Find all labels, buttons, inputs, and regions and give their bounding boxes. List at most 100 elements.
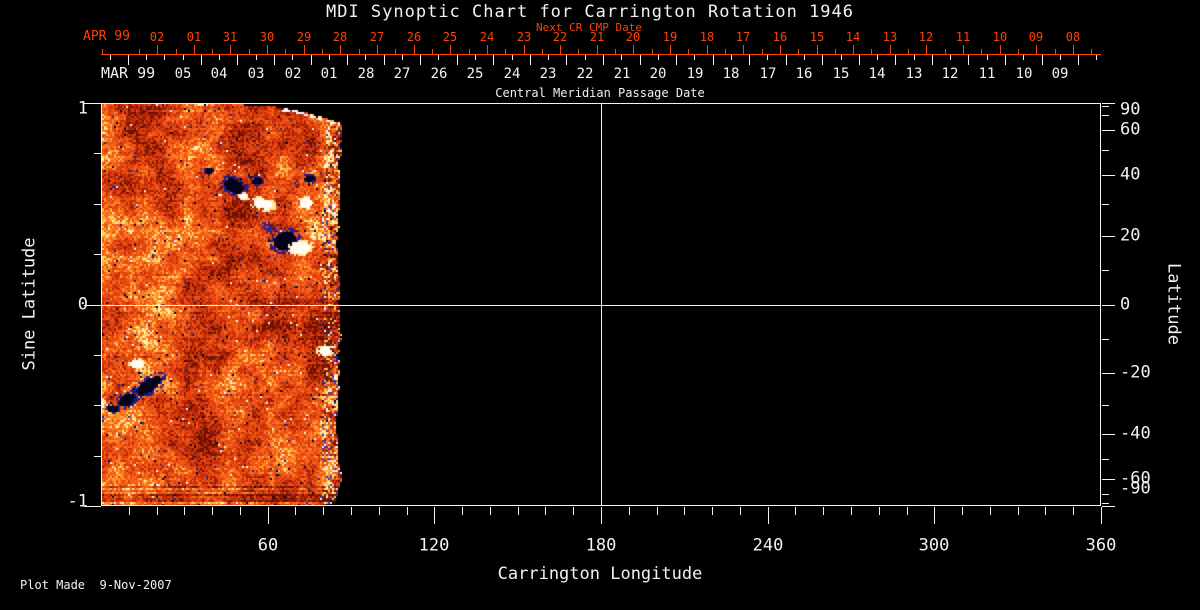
cmp-minor-tick [512, 55, 513, 60]
right-axis-minor-tick [1102, 503, 1109, 504]
x-axis-tick-label: 360 [1085, 535, 1117, 556]
x-axis-minor-tick [157, 507, 158, 515]
cmp-date-label: 15 [832, 66, 850, 82]
right-axis-major-tick [1102, 130, 1115, 131]
cmp-major-tick [493, 55, 494, 65]
right-axis-minor-tick [1102, 339, 1109, 340]
cmp-minor-tick [548, 55, 549, 60]
cmp-date-label: 28 [357, 66, 375, 82]
right-axis-major-tick [1102, 236, 1115, 237]
next-cr-minor-tick [359, 49, 360, 54]
left-y-axis-title: Sine Latitude [19, 237, 40, 371]
x-axis-major-tick [268, 507, 269, 524]
next-cr-minor-tick [688, 49, 689, 54]
next-cr-major-tick [414, 45, 415, 54]
x-axis-minor-tick [851, 507, 852, 515]
cmp-major-tick [128, 55, 129, 65]
next-cr-major-tick [487, 45, 488, 54]
cmp-major-tick [384, 55, 385, 65]
next-cr-major-tick [157, 45, 158, 54]
cmp-major-tick [347, 55, 348, 65]
cmp-date-label: 24 [503, 66, 521, 82]
next-cr-date-label: 28 [332, 30, 348, 44]
right-axis-major-tick [1102, 373, 1115, 374]
cmp-minor-tick [767, 55, 768, 60]
next-cr-minor-tick [432, 49, 433, 54]
next-cr-major-tick [450, 45, 451, 54]
cmp-date-label: 11 [978, 66, 996, 82]
cmp-minor-tick [987, 55, 988, 60]
next-cr-major-tick [890, 45, 891, 54]
next-cr-date-label: 12 [918, 30, 934, 44]
right-axis-tick-label: -20 [1120, 362, 1151, 383]
next-cr-minor-tick [505, 49, 506, 54]
next-cr-major-tick [1036, 45, 1037, 54]
next-cr-minor-tick [542, 49, 543, 54]
cmp-major-tick [274, 55, 275, 65]
x-axis-minor-tick [518, 507, 519, 515]
x-axis-minor-tick [823, 507, 824, 515]
next-cr-minor-tick [176, 49, 177, 54]
next-cr-major-tick [377, 45, 378, 54]
next-cr-minor-tick [652, 49, 653, 54]
cmp-date-label: 01 [320, 66, 338, 82]
next-cr-date-label: 02 [149, 30, 165, 44]
next-cr-date-label: 16 [772, 30, 788, 44]
cmp-minor-tick [1060, 55, 1061, 60]
cmp-minor-tick [1096, 55, 1097, 60]
next-cr-date-label: 18 [699, 30, 715, 44]
cmp-date-label: 20 [649, 66, 667, 82]
x-axis-minor-tick [740, 507, 741, 515]
cmp-minor-tick [841, 55, 842, 60]
left-axis-major-tick [84, 103, 101, 104]
x-axis-minor-tick [379, 507, 380, 515]
next-cr-date-label: 15 [809, 30, 825, 44]
cmp-date-label: 03 [247, 66, 265, 82]
right-axis-tick-label: -60 [1120, 468, 1151, 489]
left-axis-minor-tick [94, 204, 101, 205]
next-cr-minor-tick [945, 49, 946, 54]
next-cr-minor-tick [725, 49, 726, 54]
cmp-minor-tick [329, 55, 330, 60]
cmp-date-label: 02 [284, 66, 302, 82]
cmp-date-label: 14 [868, 66, 886, 82]
cmp-minor-tick [292, 55, 293, 60]
x-axis-minor-tick [684, 507, 685, 515]
x-axis-minor-tick [462, 507, 463, 515]
cmp-date-label: 21 [613, 66, 631, 82]
next-cr-major-tick [853, 45, 854, 54]
cmp-major-tick [932, 55, 933, 65]
next-cr-cmp-date-label: Next CR CMP Date [536, 21, 642, 34]
cmp-major-tick [1042, 55, 1043, 65]
right-axis-minor-tick [1102, 150, 1109, 151]
left-axis-tick-label: -1 [67, 491, 88, 512]
next-cr-date-label: 09 [1028, 30, 1044, 44]
cmp-minor-tick [183, 55, 184, 60]
x-axis-tick-label: 180 [585, 535, 617, 556]
right-axis-tick-label: 90 [1120, 99, 1141, 120]
x-axis-minor-tick [1045, 507, 1046, 515]
x-axis-major-tick [934, 507, 935, 524]
right-axis-tick-label: -40 [1120, 423, 1151, 444]
next-cr-major-tick [926, 45, 927, 54]
cmp-date-label: 17 [759, 66, 777, 82]
next-cr-minor-tick [1055, 49, 1056, 54]
x-axis-minor-tick [240, 507, 241, 515]
cmp-major-tick [420, 55, 421, 65]
next-cr-major-tick [194, 45, 195, 54]
next-cr-major-tick [780, 45, 781, 54]
right-axis-minor-tick [1102, 204, 1109, 205]
next-cr-minor-tick [798, 49, 799, 54]
next-cr-date-label: 11 [955, 30, 971, 44]
next-cr-major-tick [707, 45, 708, 54]
cmp-major-tick [311, 55, 312, 65]
next-cr-date-label: 17 [735, 30, 751, 44]
right-axis-tick-label: 60 [1120, 119, 1141, 140]
cmp-minor-tick [164, 55, 165, 60]
crosshair-vertical-line [601, 103, 602, 506]
cmp-major-tick [1078, 55, 1079, 65]
cmp-minor-tick [804, 55, 805, 60]
cmp-date-label: 12 [941, 66, 959, 82]
next-cr-major-tick [304, 45, 305, 54]
